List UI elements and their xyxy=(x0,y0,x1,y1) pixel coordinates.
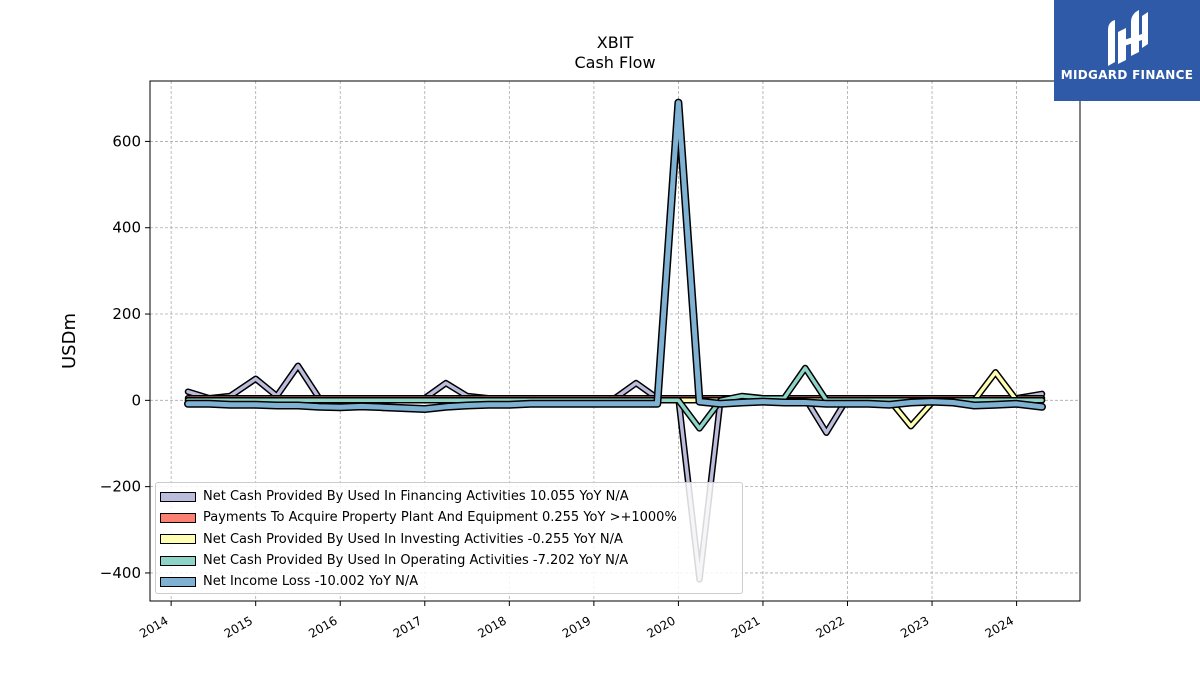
y-tick-label: 600 xyxy=(112,132,141,150)
x-tick-label: 2017 xyxy=(391,613,424,640)
legend-label: Payments To Acquire Property Plant And E… xyxy=(203,510,677,526)
x-tick-label: 2018 xyxy=(475,613,508,640)
series-outline xyxy=(184,98,1046,413)
x-tick-label: 2022 xyxy=(814,613,847,640)
series-line xyxy=(185,100,1045,412)
legend-swatch xyxy=(160,576,196,587)
y-tick-label: 400 xyxy=(112,219,141,237)
chart-title: XBIT xyxy=(596,33,634,52)
chart-subtitle: Cash Flow xyxy=(574,53,656,72)
legend-label: Net Cash Provided By Used In Operating A… xyxy=(203,553,629,569)
x-tick-label: 2020 xyxy=(644,613,677,640)
plot-frame xyxy=(149,80,1081,602)
x-tick-label: 2016 xyxy=(306,613,339,640)
x-tick-label: 2024 xyxy=(983,613,1016,640)
y-tick-label: −400 xyxy=(100,564,141,582)
x-tick-label: 2021 xyxy=(729,613,762,640)
legend-label: Net Cash Provided By Used In Investing A… xyxy=(203,531,623,547)
legend-swatch xyxy=(160,555,196,566)
x-tick-label: 2014 xyxy=(137,613,170,640)
x-tick-label: 2023 xyxy=(898,613,931,640)
series-lines xyxy=(184,98,1046,583)
legend-swatch xyxy=(160,534,196,545)
legend-item: Net Cash Provided By Used In Financing A… xyxy=(160,486,742,507)
midgard-logo-icon xyxy=(1108,10,1148,66)
y-tick-label: −200 xyxy=(100,478,141,496)
y-axis-label: USDm xyxy=(59,313,80,369)
brand-name: MIDGARD FINANCE xyxy=(1060,68,1194,82)
legend-swatch xyxy=(160,512,196,523)
legend-label: Net Cash Provided By Used In Financing A… xyxy=(203,489,629,505)
legend-item: Payments To Acquire Property Plant And E… xyxy=(160,507,742,528)
legend-label: Net Income Loss -10.002 YoY N/A xyxy=(203,574,419,590)
x-tick-label: 2015 xyxy=(222,613,255,640)
brand-logo: MIDGARD FINANCE xyxy=(1054,0,1200,101)
legend-item: Net Cash Provided By Used In Investing A… xyxy=(160,529,742,550)
y-tick-label: 0 xyxy=(131,391,141,409)
legend-swatch xyxy=(160,491,196,502)
legend-item: Net Income Loss -10.002 YoY N/A xyxy=(160,571,742,592)
legend: Net Cash Provided By Used In Financing A… xyxy=(155,482,743,594)
x-tick-label: 2019 xyxy=(560,613,593,640)
y-tick-label: 200 xyxy=(112,305,141,323)
legend-item: Net Cash Provided By Used In Operating A… xyxy=(160,550,742,571)
